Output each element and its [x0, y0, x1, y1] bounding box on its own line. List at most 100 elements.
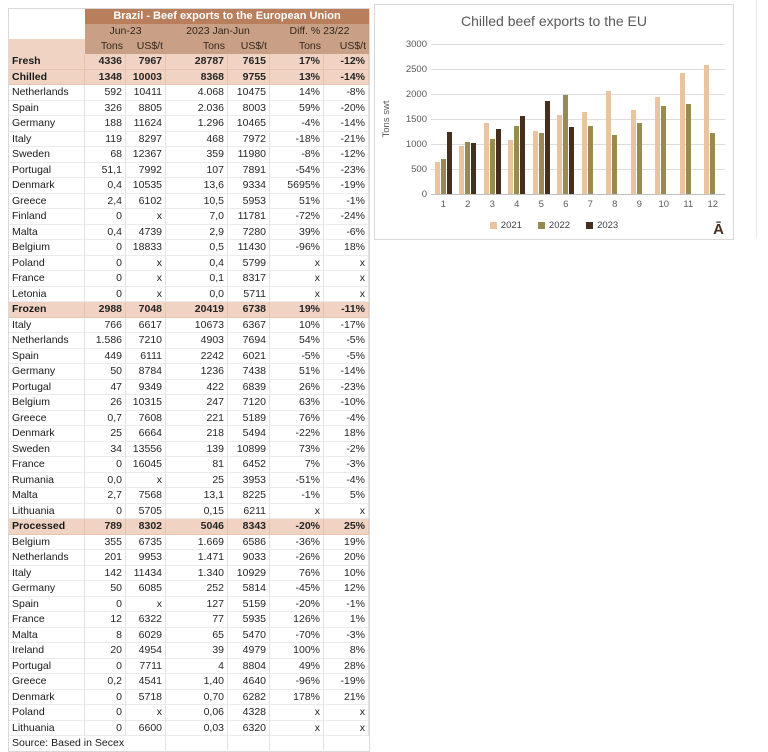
- table-title[interactable]: Brazil - Beef exports to the European Un…: [85, 9, 369, 24]
- row-label-cell[interactable]: Rumania: [9, 472, 85, 488]
- value-cell[interactable]: -20%: [324, 100, 369, 116]
- value-cell[interactable]: x: [270, 271, 324, 287]
- value-cell[interactable]: 5953: [228, 193, 270, 209]
- value-cell[interactable]: 7967: [126, 54, 166, 70]
- sub-header-usdt-3[interactable]: US$/t: [324, 39, 369, 54]
- value-cell[interactable]: 4336: [85, 54, 126, 70]
- value-cell[interactable]: 2,7: [85, 488, 126, 504]
- value-cell[interactable]: 6600: [126, 720, 166, 736]
- row-label-cell[interactable]: Frozen: [9, 302, 85, 318]
- row-label-cell[interactable]: Greece: [9, 193, 85, 209]
- value-cell[interactable]: 247: [166, 395, 228, 411]
- value-cell[interactable]: 178%: [270, 689, 324, 705]
- value-cell[interactable]: 8: [85, 627, 126, 643]
- value-cell[interactable]: 119: [85, 131, 126, 147]
- value-cell[interactable]: 5711: [228, 286, 270, 302]
- value-cell[interactable]: -51%: [270, 472, 324, 488]
- value-cell[interactable]: 14%: [270, 85, 324, 101]
- value-cell[interactable]: 7891: [228, 162, 270, 178]
- value-cell[interactable]: x: [270, 720, 324, 736]
- value-cell[interactable]: x: [126, 271, 166, 287]
- value-cell[interactable]: 7,0: [166, 209, 228, 225]
- row-label-cell[interactable]: Spain: [9, 596, 85, 612]
- row-label-cell[interactable]: Germany: [9, 116, 85, 132]
- value-cell[interactable]: -45%: [270, 581, 324, 597]
- value-cell[interactable]: 4: [166, 658, 228, 674]
- value-cell[interactable]: -5%: [270, 348, 324, 364]
- value-cell[interactable]: -17%: [324, 317, 369, 333]
- value-cell[interactable]: -6%: [324, 224, 369, 240]
- value-cell[interactable]: 6029: [126, 627, 166, 643]
- value-cell[interactable]: 5935: [228, 612, 270, 628]
- value-cell[interactable]: -12%: [324, 54, 369, 70]
- value-cell[interactable]: 11781: [228, 209, 270, 225]
- col-group-diff[interactable]: Diff. % 23/22: [270, 24, 369, 39]
- value-cell[interactable]: 0,06: [166, 705, 228, 721]
- value-cell[interactable]: 25%: [324, 519, 369, 535]
- value-cell[interactable]: 6211: [228, 503, 270, 519]
- value-cell[interactable]: 50: [85, 364, 126, 380]
- row-label-cell[interactable]: Belgium: [9, 395, 85, 411]
- value-cell[interactable]: 34: [85, 441, 126, 457]
- value-cell[interactable]: 18833: [126, 240, 166, 256]
- sub-header-tons-3[interactable]: Tons: [270, 39, 324, 54]
- value-cell[interactable]: 126%: [270, 612, 324, 628]
- value-cell[interactable]: 51%: [270, 364, 324, 380]
- value-cell[interactable]: 221: [166, 410, 228, 426]
- value-cell[interactable]: x: [126, 705, 166, 721]
- value-cell[interactable]: 1.340: [166, 565, 228, 581]
- value-cell[interactable]: 0,4: [85, 224, 126, 240]
- value-cell[interactable]: -70%: [270, 627, 324, 643]
- value-cell[interactable]: -4%: [270, 116, 324, 132]
- sub-header-usdt-2[interactable]: US$/t: [228, 39, 270, 54]
- value-cell[interactable]: x: [324, 255, 369, 271]
- value-cell[interactable]: 7048: [126, 302, 166, 318]
- value-cell[interactable]: 8343: [228, 519, 270, 535]
- value-cell[interactable]: -20%: [270, 519, 324, 535]
- row-label-cell[interactable]: Portugal: [9, 379, 85, 395]
- value-cell[interactable]: 18%: [324, 426, 369, 442]
- value-cell[interactable]: 468: [166, 131, 228, 147]
- value-cell[interactable]: 139: [166, 441, 228, 457]
- value-cell[interactable]: x: [270, 286, 324, 302]
- value-cell[interactable]: 6664: [126, 426, 166, 442]
- value-cell[interactable]: -20%: [270, 596, 324, 612]
- value-cell[interactable]: 4640: [228, 674, 270, 690]
- value-cell[interactable]: 5705: [126, 503, 166, 519]
- row-label-cell[interactable]: Spain: [9, 348, 85, 364]
- value-cell[interactable]: 0: [85, 240, 126, 256]
- row-label-cell[interactable]: Portugal: [9, 658, 85, 674]
- value-cell[interactable]: -8%: [324, 85, 369, 101]
- value-cell[interactable]: 17%: [270, 54, 324, 70]
- value-cell[interactable]: 0,03: [166, 720, 228, 736]
- row-label-cell[interactable]: Ireland: [9, 643, 85, 659]
- value-cell[interactable]: 0,2: [85, 674, 126, 690]
- value-cell[interactable]: 6021: [228, 348, 270, 364]
- col-group-jun23[interactable]: Jun-23: [85, 24, 166, 39]
- value-cell[interactable]: 18%: [324, 240, 369, 256]
- row-label-cell[interactable]: Fresh: [9, 54, 85, 70]
- row-label-cell[interactable]: Germany: [9, 364, 85, 380]
- value-cell[interactable]: 8368: [166, 69, 228, 85]
- row-label-cell[interactable]: France: [9, 612, 85, 628]
- value-cell[interactable]: 10535: [126, 178, 166, 194]
- value-cell[interactable]: 51%: [270, 193, 324, 209]
- row-label-cell[interactable]: Italy: [9, 131, 85, 147]
- value-cell[interactable]: 12367: [126, 147, 166, 163]
- value-cell[interactable]: 16045: [126, 457, 166, 473]
- value-cell[interactable]: 5%: [324, 488, 369, 504]
- value-cell[interactable]: 1348: [85, 69, 126, 85]
- row-label-cell[interactable]: Denmark: [9, 426, 85, 442]
- value-cell[interactable]: -24%: [324, 209, 369, 225]
- value-cell[interactable]: -54%: [270, 162, 324, 178]
- value-cell[interactable]: 9334: [228, 178, 270, 194]
- value-cell[interactable]: 19%: [324, 534, 369, 550]
- value-cell[interactable]: 11624: [126, 116, 166, 132]
- value-cell[interactable]: 5470: [228, 627, 270, 643]
- value-cell[interactable]: 6367: [228, 317, 270, 333]
- value-cell[interactable]: x: [324, 705, 369, 721]
- value-cell[interactable]: 10%: [324, 565, 369, 581]
- value-cell[interactable]: x: [270, 255, 324, 271]
- row-label-cell[interactable]: Malta: [9, 488, 85, 504]
- row-label-cell[interactable]: Sweden: [9, 441, 85, 457]
